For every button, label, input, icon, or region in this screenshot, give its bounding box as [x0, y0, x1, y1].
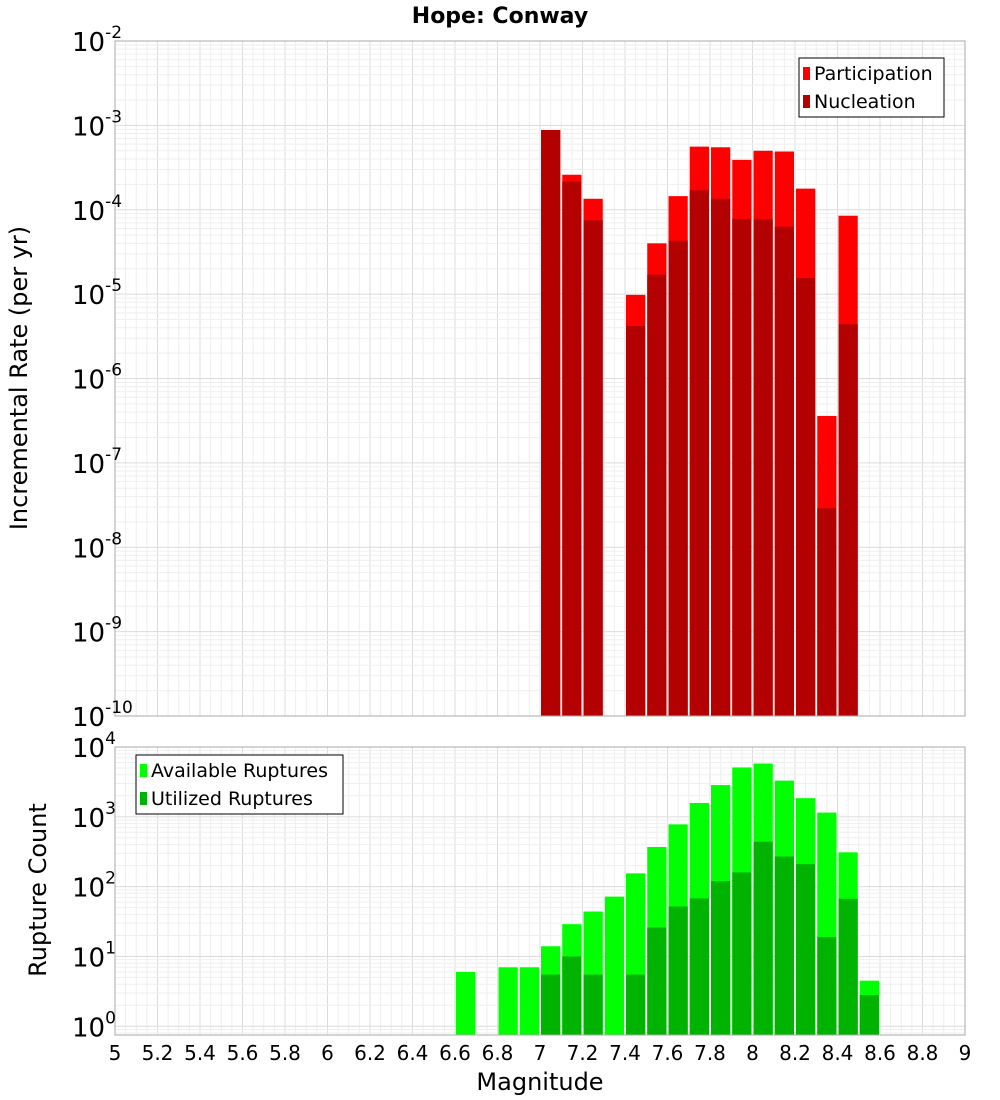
- top-bar-nucleation: [838, 324, 858, 716]
- top-bar-nucleation: [711, 198, 731, 717]
- bottom-legend-label-utilized-ruptures: Utilized Ruptures: [151, 788, 313, 810]
- x-tick-label: 6.8: [482, 1041, 514, 1065]
- bottom-bar-utilized-ruptures: [753, 841, 773, 1035]
- top-y-tick-label: 10-8: [72, 529, 122, 564]
- bottom-bar-utilized-ruptures: [668, 906, 688, 1035]
- bottom-bar-utilized-ruptures: [859, 995, 879, 1035]
- top-bar-nucleation: [541, 130, 561, 717]
- bottom-bar-utilized-ruptures: [689, 898, 709, 1035]
- top-bar-nucleation: [796, 278, 816, 716]
- bottom-bar-available-ruptures: [519, 967, 539, 1035]
- bottom-bar-utilized-ruptures: [817, 936, 837, 1035]
- x-tick-label: 5.2: [142, 1041, 174, 1065]
- x-tick-label: 6.2: [354, 1041, 386, 1065]
- x-tick-label: 8.2: [779, 1041, 811, 1065]
- top-y-tick-label: 10-2: [72, 23, 122, 58]
- top-y-axis-label: Incremental Rate (per yr): [5, 226, 33, 530]
- top-y-tick-label: 10-7: [72, 445, 122, 480]
- bottom-bar-utilized-ruptures: [838, 898, 858, 1035]
- top-panel: 10-10 10-9 10-8 10-7 10-6 10-5 10-4 10-3 10-2 Par…: [72, 23, 966, 733]
- bottom-y-tick-label: 102: [72, 869, 116, 904]
- top-y-tick-label: 10-5: [72, 276, 122, 311]
- bottom-bar-utilized-ruptures: [711, 881, 731, 1035]
- top-y-tick-label: 10-6: [72, 361, 122, 396]
- x-tick-label: 8.4: [822, 1041, 854, 1065]
- bottom-bar-utilized-ruptures: [541, 974, 561, 1035]
- bottom-plot-frame: [114, 746, 966, 1036]
- top-legend-swatch-nucleation: [803, 95, 810, 108]
- x-tick-label: 5.6: [227, 1041, 259, 1065]
- bottom-bar-utilized-ruptures: [583, 974, 603, 1035]
- bottom-legend-box: [135, 754, 344, 815]
- bottom-bar-utilized-ruptures: [732, 872, 752, 1035]
- bottom-y-tick-label: 100: [72, 1008, 116, 1043]
- x-tick-label: 7.8: [694, 1041, 726, 1065]
- top-bar-nucleation: [647, 274, 667, 716]
- top-bar-nucleation: [817, 508, 837, 716]
- bottom-legend-swatch-available-ruptures: [140, 764, 147, 777]
- top-bar-nucleation: [562, 181, 582, 716]
- x-tick-label: 8.8: [907, 1041, 939, 1065]
- bottom-bar-utilized-ruptures: [562, 956, 582, 1035]
- x-tick-label: 7.4: [609, 1041, 641, 1065]
- top-legend-swatch-participation: [803, 67, 810, 80]
- bottom-bar-available-ruptures: [456, 971, 476, 1035]
- x-axis-label: Magnitude: [476, 1068, 603, 1096]
- x-tick-label: 8: [746, 1041, 759, 1065]
- top-bar-nucleation: [774, 226, 794, 716]
- top-plot-frame: [114, 40, 966, 717]
- x-tick-label: 6.6: [439, 1041, 471, 1065]
- top-bar-nucleation: [689, 190, 709, 716]
- bottom-bar-available-ruptures: [604, 896, 624, 1035]
- x-tick-label: 6: [321, 1041, 334, 1065]
- bottom-bar-utilized-ruptures: [774, 856, 794, 1035]
- x-tick-label: 5.8: [269, 1041, 301, 1065]
- x-tick-label: 7: [534, 1041, 547, 1065]
- bottom-y-axis-label: Rupture Count: [24, 803, 52, 977]
- top-bar-nucleation: [753, 219, 773, 717]
- bottom-bar-utilized-ruptures: [647, 927, 667, 1035]
- bottom-panel: 100 101 102 103 104 5 5.2 5.4 5.6 5.8 6 6.2 6.4 6.6 6.…: [72, 729, 971, 1065]
- bottom-bar-utilized-ruptures: [796, 864, 816, 1035]
- top-legend-label-participation: Participation: [814, 63, 933, 85]
- top-legend-label-nucleation: Nucleation: [814, 91, 916, 113]
- x-tick-label: 6.4: [397, 1041, 429, 1065]
- x-tick-label: 5.4: [184, 1041, 216, 1065]
- top-y-tick-label: 10-3: [72, 107, 122, 142]
- bottom-bar-available-ruptures: [498, 967, 518, 1035]
- bottom-y-tick-label: 103: [72, 799, 116, 834]
- top-y-tick-label: 10-9: [72, 614, 122, 649]
- bottom-legend: Available Ruptures Utilized Ruptures: [135, 754, 344, 815]
- top-y-tick-label: 10-10: [72, 698, 133, 733]
- top-legend: Participation Nucleation: [798, 57, 945, 118]
- top-legend-box: [798, 57, 945, 118]
- bottom-legend-label-available-ruptures: Available Ruptures: [151, 760, 328, 782]
- x-tick-label: 9: [959, 1041, 972, 1065]
- bottom-bar-utilized-ruptures: [626, 974, 646, 1035]
- top-bar-nucleation: [732, 218, 752, 716]
- bottom-legend-swatch-utilized-ruptures: [140, 792, 147, 805]
- top-bar-nucleation: [626, 325, 646, 716]
- bottom-y-tick-label: 101: [72, 938, 116, 973]
- top-bar-nucleation: [668, 240, 688, 717]
- x-tick-label: 8.6: [864, 1041, 896, 1065]
- top-y-tick-label: 10-4: [72, 192, 122, 227]
- x-tick-label: 5: [109, 1041, 122, 1065]
- x-tick-label: 7.2: [567, 1041, 599, 1065]
- bottom-y-tick-label: 104: [72, 729, 116, 764]
- chart-title: Hope: Conway: [412, 4, 588, 29]
- top-bar-nucleation: [583, 220, 603, 717]
- x-tick-label: 7.6: [652, 1041, 684, 1065]
